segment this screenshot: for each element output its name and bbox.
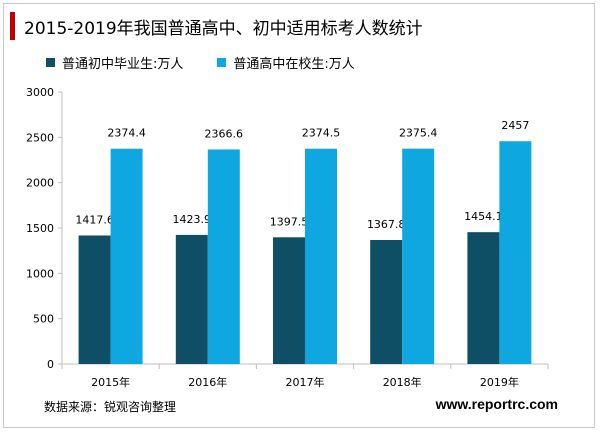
data-label-series-1: 1423.9 [173, 213, 212, 226]
y-tick-label: 1500 [26, 222, 54, 235]
x-tick-label: 2018年 [383, 375, 422, 389]
x-tick-label: 2015年 [91, 375, 130, 389]
x-tick-label: 2019年 [480, 375, 519, 389]
data-label-series-2: 2375.4 [399, 127, 438, 140]
bar-series-2 [305, 148, 337, 364]
bar-series-2 [402, 148, 435, 364]
y-tick-label: 500 [33, 313, 54, 326]
y-tick-label: 1000 [26, 267, 54, 280]
title-accent-bar [10, 12, 15, 40]
data-label-series-2: 2366.6 [205, 127, 244, 140]
y-tick-label: 3000 [26, 86, 54, 99]
y-tick-label: 2500 [26, 131, 54, 144]
legend-item-series-1: 普通初中毕业生:万人 [46, 53, 183, 72]
bar-series-2 [499, 141, 532, 364]
legend-label-series-1: 普通初中毕业生:万人 [62, 56, 184, 72]
legend: 普通初中毕业生:万人 普通高中在校生:万人 [46, 52, 389, 72]
bar-series-1 [467, 232, 500, 364]
x-tick-label: 2017年 [286, 375, 325, 389]
legend-swatch-series-2 [217, 57, 227, 67]
data-label-series-1: 1454.1 [464, 210, 503, 223]
bar-series-1 [78, 235, 111, 364]
data-label-series-1: 1367.8 [367, 218, 406, 231]
data-label-series-1: 1397.5 [270, 215, 309, 228]
bar-series-2 [207, 149, 240, 364]
legend-label-series-2: 普通高中在校生:万人 [233, 56, 355, 72]
website-label: www.reportrc.com [435, 396, 558, 412]
data-label-series-1: 1417.6 [75, 213, 114, 226]
legend-swatch-series-1 [46, 57, 55, 67]
x-tick-label: 2016年 [188, 375, 227, 389]
source-note: 数据来源：锐观咨询整理 [44, 400, 177, 414]
bar-series-1 [370, 239, 403, 364]
bar-series-1 [175, 234, 208, 364]
data-label-series-2: 2457 [501, 119, 529, 132]
bar-series-1 [273, 237, 305, 364]
data-label-series-2: 2374.4 [107, 127, 146, 140]
bar-series-2 [110, 148, 143, 364]
y-tick-label: 2000 [26, 177, 54, 190]
y-tick-label: 0 [47, 358, 54, 371]
chart-title: 2015-2019年我国普通高中、初中适用标考人数统计 [24, 19, 423, 39]
legend-item-series-2: 普通高中在校生:万人 [217, 53, 355, 72]
data-label-series-2: 2374.5 [302, 127, 341, 140]
